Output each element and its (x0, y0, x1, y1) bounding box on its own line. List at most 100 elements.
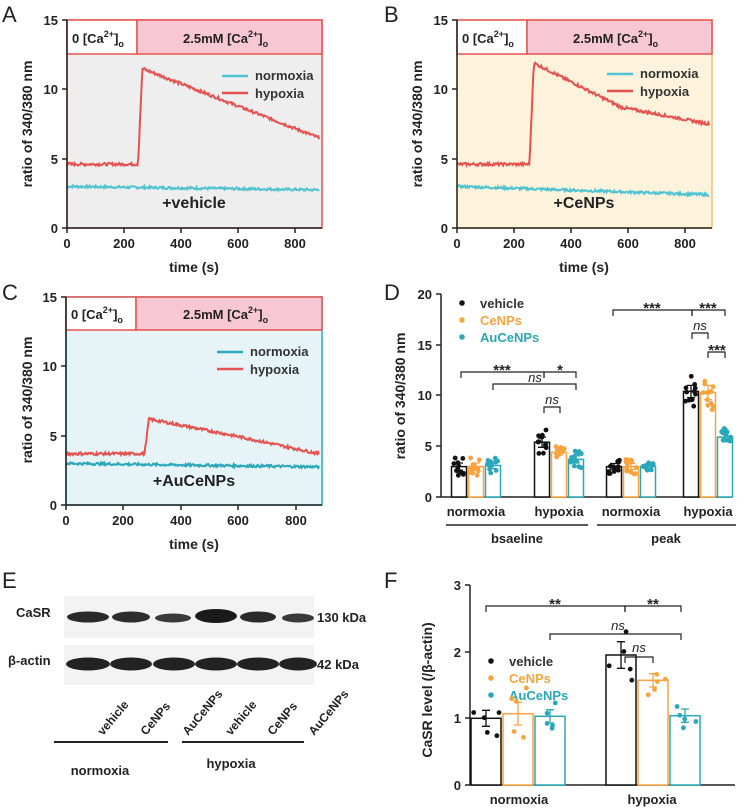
legend-dot-aucenps-f (488, 692, 494, 698)
d-point-vehicle-2 (536, 451, 542, 456)
legend-label-hypoxia-c: hypoxia (250, 362, 300, 377)
d-point-cenps-1 (475, 466, 481, 472)
trace-hypoxia-c (65, 416, 321, 458)
trace-normoxia-c (65, 460, 321, 470)
d-point-vehicle-1 (460, 456, 466, 461)
banner-left-label-c: 0 [Ca2+]o (71, 305, 123, 325)
legend-dot-vehicle-d (459, 300, 465, 306)
d-point-vehicle-1 (455, 472, 461, 478)
panel-letter-e: E (2, 568, 17, 593)
sig-label-2-f: ** (647, 596, 659, 613)
x-tick-400-c: 400 (170, 513, 192, 528)
f-point-vehicle-1 (496, 710, 502, 715)
y-tick-0-f: 0 (454, 778, 461, 793)
x-tick-200-c: 200 (112, 513, 134, 528)
f-bar-aucenps-1 (534, 715, 566, 786)
x-tick-200-a: 200 (113, 236, 135, 251)
x-tick-800-a: 800 (284, 236, 306, 251)
y-axis-title-f: CaSR level (/β-actin) (419, 622, 435, 757)
y-tick-0-c: 0 (50, 498, 57, 513)
f-point-aucenps-2 (674, 704, 680, 709)
d-point-cenps-4 (700, 390, 706, 395)
group-label-1-d: normoxia (447, 504, 506, 519)
panel-b: B 0 [Ca2+]o 2.5mM [Ca2+]o normoxia hypox… (384, 2, 713, 275)
d-point-aucenps-4 (722, 437, 728, 443)
ns-bracket-2-f (624, 656, 654, 663)
sig-label-1-f: ** (549, 596, 561, 613)
treatment-label-b: +CeNPs (554, 195, 615, 212)
panel-letter-f: F (384, 568, 397, 593)
bars-d (450, 373, 734, 498)
y-tick-0-b: 0 (441, 221, 448, 236)
panel-letter-d: D (384, 280, 400, 305)
legend-label-normoxia-a: normoxia (255, 68, 314, 83)
plot-area-c (65, 296, 323, 506)
d-point-vehicle-3 (606, 469, 612, 475)
d-point-aucenps-1 (487, 466, 492, 472)
band-actin-6 (279, 657, 317, 671)
d-point-cenps-3 (628, 469, 634, 475)
d-point-vehicle-3 (612, 465, 617, 470)
legend-dot-cenps-f (488, 675, 494, 681)
blot-kda-actin: 42 kDa (317, 657, 360, 672)
f-errorbar-vehicle-2 (617, 641, 625, 669)
d-point-aucenps-2 (574, 458, 580, 463)
f-point-aucenps-2 (677, 712, 683, 718)
band-casr-6 (282, 613, 314, 623)
f-bar-cenps-2 (637, 679, 669, 786)
y-tick-5-a: 5 (51, 152, 58, 167)
supergroup-label-peak-d: peak (651, 531, 681, 546)
banner-right-label-b: 2.5mM [Ca2+]o (573, 29, 659, 49)
y-tick-1-f: 1 (454, 711, 461, 726)
d-point-vehicle-4 (692, 382, 698, 387)
lane-label-3-e: AuCeNPs (180, 687, 226, 738)
trace-normoxia-b (456, 183, 710, 198)
d-point-aucenps-1 (486, 462, 492, 468)
f-point-cenps-1 (521, 734, 526, 740)
legend-label-normoxia-c: normoxia (250, 344, 309, 359)
d-point-cenps-1 (470, 462, 476, 468)
y-tick-15-a: 15 (44, 13, 58, 28)
d-point-cenps-3 (633, 465, 639, 470)
legend-label-aucenps-f: AuCeNPs (509, 688, 568, 703)
f-bar-vehicle-2 (605, 654, 637, 786)
group-label-2-d: hypoxia (534, 504, 584, 519)
lane-label-6-e: AuCeNPs (306, 687, 352, 738)
group-label-hypoxia-e: hypoxia (206, 756, 256, 771)
group-label-normoxia-e: normoxia (71, 763, 130, 778)
supergroup-label-baseline-d: bsaeline (491, 531, 543, 546)
d-point-vehicle-2 (543, 427, 549, 433)
f-point-vehicle-1 (471, 710, 477, 715)
f-point-cenps-1 (524, 685, 529, 691)
d-point-cenps-2 (553, 451, 559, 456)
legend-label-hypoxia-b: hypoxia (640, 84, 690, 99)
y-tick-10-d: 10 (418, 388, 432, 403)
d-point-vehicle-3 (615, 464, 621, 470)
legend-dot-aucenps-d (459, 334, 465, 340)
d-point-vehicle-2 (543, 442, 548, 448)
x-tick-600-c: 600 (227, 513, 249, 528)
blot-kda-casr: 130 kDa (317, 610, 367, 625)
d-point-vehicle-1 (454, 468, 459, 474)
f-point-aucenps-1 (544, 721, 550, 726)
d-point-vehicle-4 (686, 397, 692, 403)
band-casr-3 (155, 613, 191, 623)
ns-bracket-1-d (492, 383, 577, 390)
x-axis-title-c: time (s) (169, 536, 219, 552)
legend-label-cenps-f: CeNPs (509, 671, 551, 686)
trace-normoxia-a (66, 183, 320, 193)
sig-label-5-d: *** (708, 342, 726, 359)
panel-f: F 0 1 2 3 CaSR level (/β-actin) vehicle … (384, 568, 735, 807)
legend-label-vehicle-d: vehicle (480, 296, 524, 311)
blot-label-casr: CaSR (16, 605, 51, 620)
x-tick-800-c: 800 (285, 513, 307, 528)
panel-letter-c: C (2, 280, 18, 305)
f-point-cenps-1 (513, 698, 519, 704)
d-point-cenps-4 (709, 407, 715, 413)
group-label-3-d: normoxia (602, 504, 661, 519)
y-tick-5-c: 5 (50, 429, 57, 444)
f-point-vehicle-1 (484, 730, 490, 735)
y-tick-15-c: 15 (43, 290, 57, 305)
d-point-vehicle-2 (540, 432, 545, 438)
